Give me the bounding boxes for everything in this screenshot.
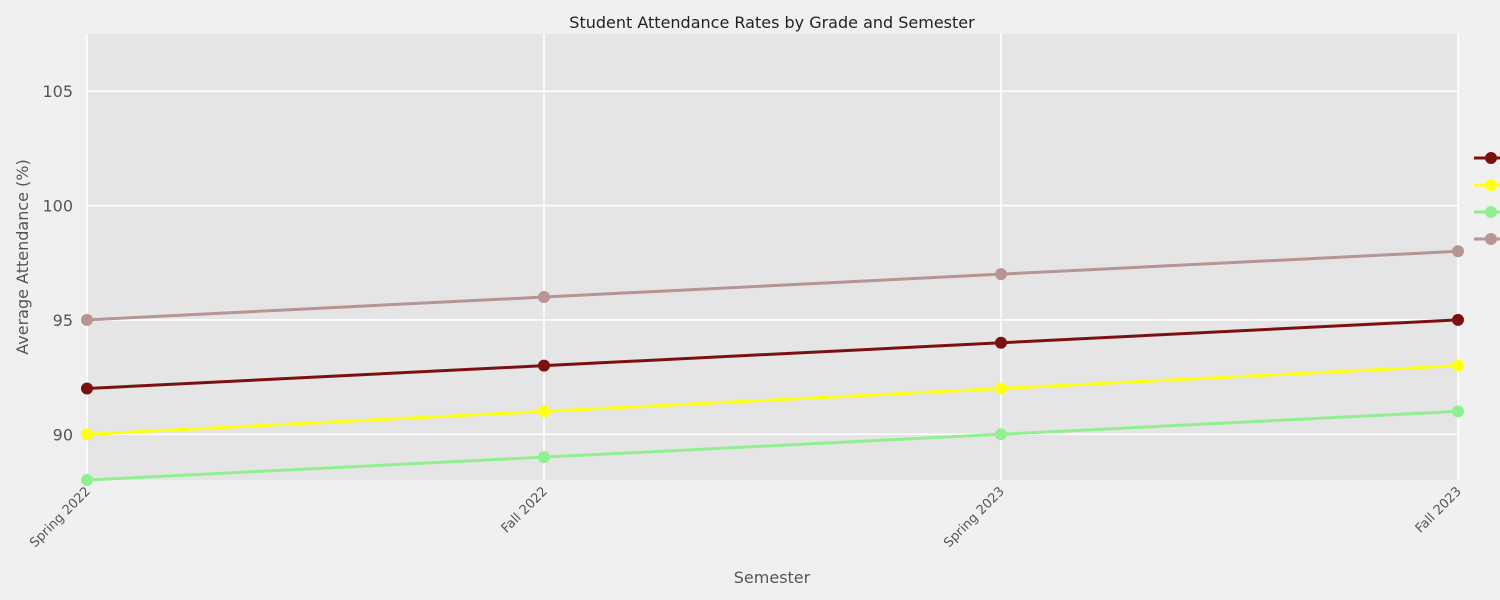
data-point: [81, 313, 93, 326]
data-point: [1452, 313, 1464, 326]
y-tick-label: 90: [53, 425, 73, 444]
legend-marker: [1485, 179, 1497, 191]
series-line-1: [86, 318, 1459, 391]
gridlines: [86, 34, 1459, 480]
data-point: [81, 474, 93, 486]
data-point: [1452, 405, 1464, 418]
x-tick-label: Spring 2022: [27, 484, 94, 551]
x-tick-label: Spring 2023: [941, 484, 1008, 551]
legend-marker: [1485, 233, 1497, 245]
data-point: [538, 451, 550, 464]
x-tick-labels: Spring 2022 Fall 2022 Spring 2023 Fall 2023: [27, 484, 1465, 551]
x-axis-label: Semester: [734, 568, 811, 587]
data-point: [995, 382, 1007, 395]
y-tick-label: 105: [42, 82, 73, 101]
y-tick-label: 100: [42, 197, 73, 216]
data-point: [995, 268, 1007, 281]
data-point: [538, 359, 550, 372]
data-point: [995, 336, 1007, 349]
y-axis-label: Average Attendance (%): [13, 159, 32, 355]
data-point: [995, 428, 1007, 441]
series-line-2: [86, 364, 1459, 436]
series-line-4: [86, 249, 1459, 322]
legend-marker: [1485, 206, 1497, 218]
y-tick-labels: 90 95 100 105: [42, 82, 73, 444]
chart-title: Student Attendance Rates by Grade and Se…: [569, 13, 975, 32]
y-tick-label: 95: [53, 311, 73, 330]
series-lines: [81, 245, 1464, 486]
data-point: [538, 291, 550, 304]
series-line-3: [86, 409, 1459, 482]
plot-area: [87, 34, 1458, 480]
data-point: [1452, 245, 1464, 258]
x-tick-label: Fall 2023: [1413, 484, 1465, 536]
data-point: [81, 428, 93, 441]
x-tick-label: Fall 2022: [499, 484, 551, 536]
legend-marker: [1485, 152, 1497, 164]
data-point: [538, 405, 550, 418]
data-point: [81, 382, 93, 395]
data-point: [1452, 359, 1464, 372]
legend: [1474, 152, 1500, 245]
